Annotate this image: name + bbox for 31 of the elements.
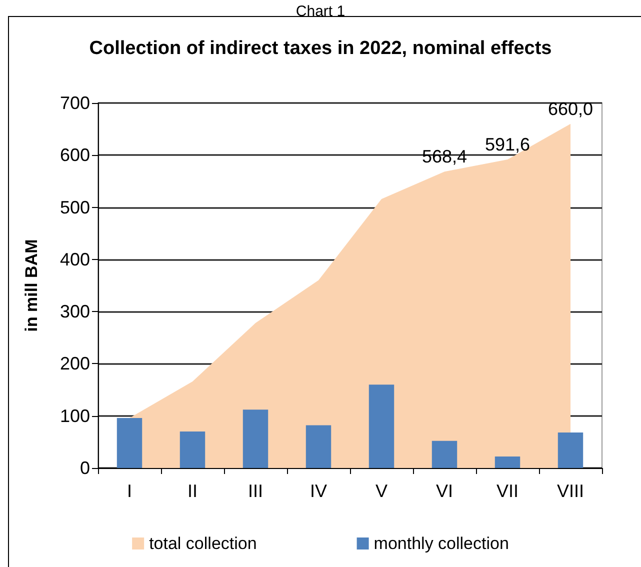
y-tick-label: 200	[60, 354, 90, 374]
y-tick-label: 0	[80, 458, 90, 478]
legend-label: total collection	[149, 534, 257, 553]
caption: Chart 1	[296, 3, 346, 20]
bar	[558, 432, 584, 468]
y-tick-label: 600	[60, 145, 90, 166]
bar	[116, 418, 142, 468]
bar	[306, 425, 332, 468]
data-label: 660,0	[548, 98, 594, 119]
y-tick-label: 500	[60, 197, 90, 218]
y-tick-label: 700	[60, 93, 90, 113]
x-tick-label: V	[375, 481, 388, 501]
legend-label: monthly collection	[374, 534, 509, 553]
x-tick-label: II	[187, 481, 198, 501]
bar	[494, 456, 520, 468]
bar	[368, 384, 394, 468]
y-tick-label: 300	[60, 302, 90, 322]
bar	[180, 432, 206, 468]
x-tick-label: I	[126, 481, 132, 501]
x-tick-label: VI	[436, 481, 454, 501]
bar	[432, 440, 458, 468]
x-tick-label: VII	[496, 481, 519, 501]
x-tick-label: IV	[310, 481, 328, 501]
data-label: 591,6	[484, 134, 530, 155]
y-tick-label: 400	[60, 249, 90, 270]
x-tick-label: VIII	[556, 481, 584, 501]
x-tick-label: III	[248, 481, 264, 501]
y-axis-title: in mill BAM	[22, 239, 41, 332]
chart-title: Collection of indirect taxes in 2022, nominal effects	[89, 38, 552, 59]
y-tick-label: 100	[60, 406, 90, 426]
bar	[242, 410, 268, 468]
